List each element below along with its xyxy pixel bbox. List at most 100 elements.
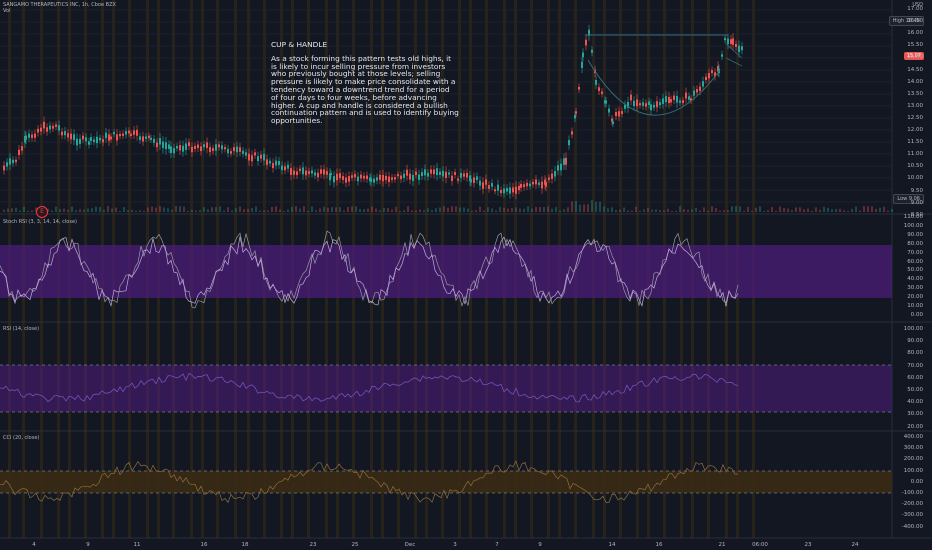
candle-body	[156, 142, 158, 148]
candle-body	[139, 136, 141, 140]
volume-bar	[447, 207, 449, 212]
volume-bar	[587, 204, 589, 212]
volume-bar	[27, 210, 29, 212]
candle-body	[557, 165, 559, 171]
candle-body	[403, 173, 405, 178]
volume-bar	[575, 201, 577, 212]
volume-bar	[135, 210, 137, 212]
volume-bar	[491, 208, 493, 212]
volume-bar	[11, 208, 13, 212]
volume-bar	[227, 207, 229, 212]
candle-body	[67, 133, 69, 138]
price-tick-label: 15.50	[907, 42, 923, 49]
volume-bar	[183, 206, 185, 212]
candle-body	[284, 166, 286, 171]
cci-label[interactable]: CCI (20, close)	[3, 435, 40, 441]
candle-body	[506, 188, 508, 192]
volume-bar	[343, 210, 345, 212]
cup-handle-annotation[interactable]: CUP & HANDLE As a stock forming this pat…	[271, 41, 459, 125]
volume-bar	[555, 207, 557, 212]
candle-body	[64, 131, 66, 136]
volume-bar	[115, 207, 117, 212]
candle-body	[612, 121, 614, 125]
volume-bar	[323, 206, 325, 212]
candle-body	[529, 183, 531, 187]
candle-body	[376, 177, 378, 181]
time-tick-label: 06:00	[752, 542, 768, 548]
volume-bar	[159, 206, 161, 212]
earnings-icon[interactable]: E	[36, 206, 48, 218]
candle-body	[721, 54, 723, 57]
candle-body	[615, 112, 617, 117]
volume-bar	[803, 209, 805, 212]
candle-body	[168, 144, 170, 149]
candle-body	[473, 177, 475, 183]
volume-bar	[579, 204, 581, 212]
candle-body	[575, 111, 577, 114]
candle-body	[165, 142, 167, 150]
price-tick-label: 13.00	[907, 102, 923, 109]
volume-bar	[499, 207, 501, 212]
candle-body	[630, 94, 632, 101]
stoch-tick-label: 0.00	[910, 311, 923, 318]
candle-body	[679, 100, 681, 103]
volume-bar	[699, 210, 701, 212]
low-price-tag: Low 9.06	[893, 194, 924, 204]
candle-body	[397, 174, 399, 177]
candle-body	[236, 146, 238, 153]
volume-bar	[487, 207, 489, 212]
rsi-label[interactable]: RSI (14, close)	[3, 326, 40, 332]
candle-body	[251, 155, 253, 162]
volume-bar	[703, 207, 705, 212]
candle-body	[618, 111, 620, 117]
time-tick-label: Dec	[404, 542, 416, 548]
volume-bar	[635, 206, 637, 212]
annotation-body: As a stock forming this pattern tests ol…	[271, 53, 459, 126]
candle-body	[394, 177, 396, 180]
volume-bar	[751, 210, 753, 212]
candle-body	[188, 142, 190, 147]
candle-body	[99, 137, 101, 141]
volume-bar	[107, 206, 109, 212]
candle-body	[693, 90, 695, 96]
volume-bar	[843, 210, 845, 212]
stoch-tick-label: 40.00	[907, 276, 923, 283]
volume-bar	[767, 210, 769, 212]
volume-bar	[147, 207, 149, 212]
volume-bar	[431, 209, 433, 212]
volume-bar	[51, 210, 53, 212]
volume-bar	[659, 210, 661, 212]
volume-bar	[239, 206, 241, 212]
volume-bar	[747, 206, 749, 212]
candle-body	[538, 182, 540, 185]
candle-body	[388, 176, 390, 183]
volume-bar	[795, 207, 797, 212]
symbol-title: SANGAMO THERAPEUTICS INC, 1h, Cboe BZX	[3, 2, 116, 8]
time-tick-label: 14	[608, 542, 616, 548]
time-tick-label: 11	[133, 542, 141, 548]
volume-bar	[71, 206, 73, 212]
time-tick-label: 9	[86, 542, 90, 548]
candle-body	[25, 135, 27, 140]
volume-bar	[363, 209, 365, 212]
candle-body	[605, 100, 607, 104]
candle-body	[648, 101, 650, 105]
candle-body	[278, 160, 280, 165]
candle-body	[266, 159, 268, 165]
stoch-tick-label: 80.00	[907, 240, 923, 247]
cci-tick-label: -400.00	[901, 523, 923, 530]
candle-body	[70, 133, 72, 140]
candle-body	[366, 175, 368, 180]
cup-curve	[587, 59, 721, 116]
volume-bar	[399, 210, 401, 212]
candle-body	[130, 133, 132, 136]
stoch-rsi-label[interactable]: Stoch RSI (3, 3, 14, 14, close)	[3, 219, 77, 225]
volume-bar	[243, 209, 245, 212]
volume-bar	[811, 210, 813, 212]
candle-body	[656, 101, 658, 108]
volume-bar	[379, 210, 381, 212]
volume-bar	[799, 207, 801, 212]
time-tick-label: 3	[453, 542, 457, 548]
candle-body	[221, 145, 223, 150]
